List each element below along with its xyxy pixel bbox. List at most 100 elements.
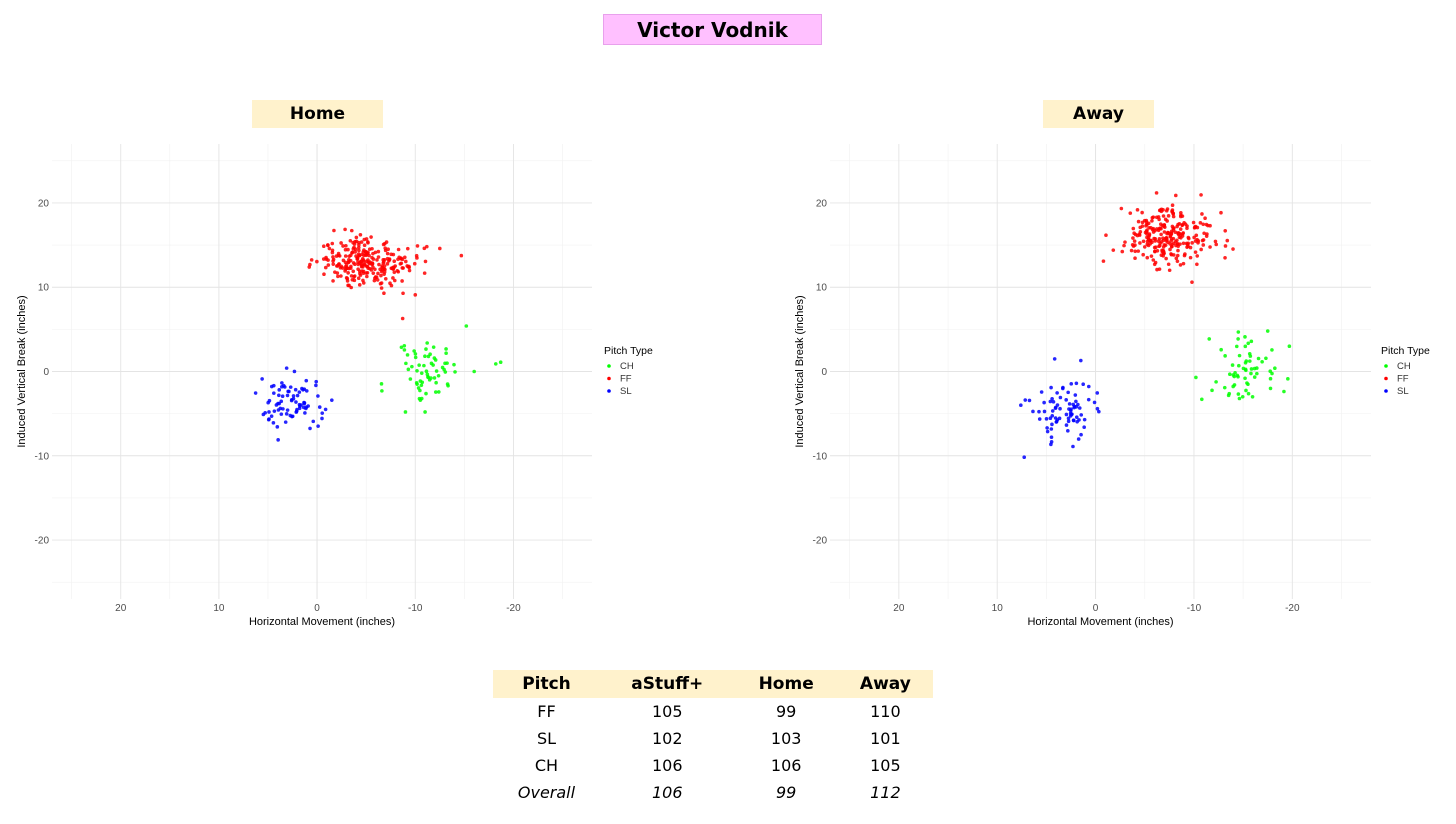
data-point-ff xyxy=(1200,212,1204,216)
data-point-ch xyxy=(493,362,498,366)
page-title: Victor Vodnik xyxy=(603,14,822,45)
data-point-ff xyxy=(1175,224,1179,229)
data-point-sl xyxy=(276,438,280,442)
data-point-ff xyxy=(379,273,383,278)
data-point-ch xyxy=(1256,356,1261,361)
data-point-ff xyxy=(1180,234,1185,238)
data-point-sl xyxy=(280,394,285,398)
cell-astuff: 105 xyxy=(652,702,683,721)
data-point-ch xyxy=(433,358,438,362)
data-point-ch xyxy=(426,375,430,379)
data-point-ff xyxy=(1133,256,1137,261)
data-point-ff xyxy=(1145,255,1150,260)
data-point-ch xyxy=(412,349,416,353)
data-point-ff xyxy=(381,261,386,265)
data-point-sl xyxy=(1058,406,1062,411)
data-point-ff xyxy=(1120,249,1125,254)
data-point-ff xyxy=(362,243,367,248)
data-point-sl xyxy=(1055,391,1059,395)
data-point-ff xyxy=(1187,236,1191,241)
data-point-sl xyxy=(316,424,320,428)
data-point-ff xyxy=(323,265,328,270)
legend-label-ch: CH xyxy=(620,361,634,372)
data-point-sl xyxy=(1058,395,1063,400)
data-point-sl xyxy=(298,404,302,408)
data-point-ff xyxy=(327,246,332,251)
data-point-sl xyxy=(295,393,300,398)
data-point-sl xyxy=(314,383,318,388)
data-point-ch xyxy=(416,386,421,390)
data-point-sl xyxy=(279,412,284,416)
data-point-ff xyxy=(1225,238,1230,243)
data-point-ff xyxy=(1163,243,1168,247)
data-point-sl xyxy=(302,401,307,405)
legend-swatch-sl xyxy=(1384,389,1388,393)
data-point-ch xyxy=(1245,381,1249,385)
data-point-ch xyxy=(1247,359,1252,363)
data-point-ff xyxy=(349,274,354,278)
data-point-sl xyxy=(289,398,294,403)
data-point-sl xyxy=(323,407,328,412)
x-axis-title: Horizontal Movement (inches) xyxy=(249,616,395,628)
data-point-ff xyxy=(371,271,376,275)
cell-home: 106 xyxy=(770,756,802,775)
data-point-sl xyxy=(1066,416,1071,421)
data-point-ff xyxy=(1138,241,1142,245)
data-point-ff xyxy=(307,265,312,269)
data-point-sl xyxy=(1079,358,1083,363)
data-point-sl xyxy=(277,388,282,392)
data-point-ff xyxy=(1138,225,1143,230)
data-point-ff xyxy=(1151,226,1156,231)
data-point-ch xyxy=(404,361,408,366)
data-point-sl xyxy=(1052,357,1057,361)
data-point-sl xyxy=(1053,416,1058,420)
data-point-sl xyxy=(272,391,276,395)
data-point-ff xyxy=(359,240,364,244)
data-point-ch xyxy=(1227,391,1232,396)
data-point-sl xyxy=(1057,416,1062,421)
data-point-sl xyxy=(1049,442,1053,447)
data-point-ff xyxy=(345,276,350,281)
data-point-ff xyxy=(357,254,361,258)
data-point-ch xyxy=(1250,394,1255,399)
data-point-sl xyxy=(314,379,319,384)
data-point-ff xyxy=(1208,223,1212,228)
data-point-ch xyxy=(1234,344,1239,349)
data-point-ff xyxy=(401,291,405,296)
cell-pitch: SL xyxy=(536,729,557,748)
data-point-ch xyxy=(1237,353,1242,358)
data-point-ff xyxy=(363,252,368,257)
data-point-ch xyxy=(453,370,457,374)
data-point-ff xyxy=(351,247,356,251)
legend-label-ch: CH xyxy=(1397,361,1411,372)
data-point-sl xyxy=(1072,404,1077,409)
data-point-ff xyxy=(1219,210,1223,215)
data-point-ff xyxy=(331,259,335,263)
table-row: SL 102 103 101 xyxy=(493,725,933,752)
data-point-ff xyxy=(412,261,417,266)
data-point-ff xyxy=(1169,252,1173,256)
data-point-sl xyxy=(308,426,312,431)
data-point-sl xyxy=(1073,393,1078,397)
data-point-ff xyxy=(339,264,344,269)
data-point-sl xyxy=(1076,402,1080,407)
data-point-ff xyxy=(1178,227,1183,231)
data-point-ff xyxy=(353,250,357,254)
data-point-ch xyxy=(1214,380,1218,384)
data-point-ff xyxy=(1159,253,1164,257)
data-point-ff xyxy=(335,271,340,275)
data-point-ch xyxy=(1230,363,1235,367)
data-point-sl xyxy=(1071,418,1076,423)
data-point-ff xyxy=(376,249,381,254)
data-point-ch xyxy=(434,380,438,385)
data-point-sl xyxy=(290,414,295,419)
away-scatter-chart: 20 10 0 -10 -20 20 10 0 -10 -20 Horizontal Movemen… xyxy=(794,144,1430,628)
data-point-ff xyxy=(1223,244,1228,248)
data-point-ff xyxy=(332,228,336,233)
data-point-ff xyxy=(365,264,370,269)
data-point-ff xyxy=(1202,231,1206,236)
data-point-ff xyxy=(371,257,376,261)
data-point-ff xyxy=(1213,239,1218,244)
data-point-ff xyxy=(400,266,405,270)
data-point-ff xyxy=(352,274,357,278)
